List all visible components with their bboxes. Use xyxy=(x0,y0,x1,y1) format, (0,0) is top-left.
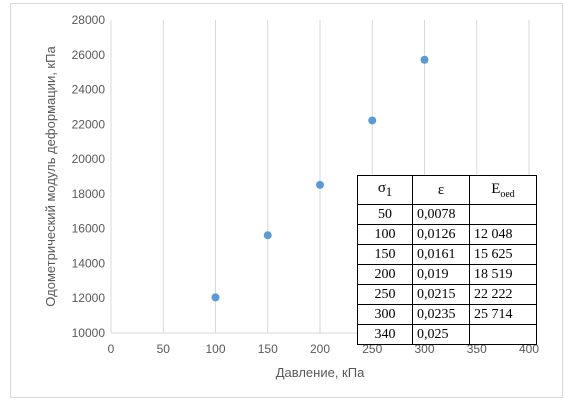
y-tick-label: 26000 xyxy=(72,48,106,62)
table-row: 300 0,0235 25 714 xyxy=(357,304,537,325)
y-tick-label: 24000 xyxy=(72,83,106,97)
x-tick-label: 250 xyxy=(362,342,382,356)
table-cell: 100 xyxy=(357,224,413,245)
table-cell: 200 xyxy=(357,264,413,285)
table-row: 150 0,0161 15 625 xyxy=(357,244,537,265)
table-cell: 340 xyxy=(357,324,413,345)
y-axis-title: Одометрический модуль деформации, кПа xyxy=(43,46,58,307)
x-tick-label: 150 xyxy=(258,342,278,356)
table-cell: 18 519 xyxy=(469,264,537,285)
data-point xyxy=(316,180,324,189)
table-cell: 300 xyxy=(357,304,413,325)
y-tick-label: 28000 xyxy=(72,13,106,27)
table-cell: 22 222 xyxy=(469,284,537,305)
y-tick-label: 12000 xyxy=(72,291,106,305)
data-point xyxy=(420,55,429,64)
y-tick-labels: 10000 12000 14000 16000 18000 20000 22000 24000… xyxy=(72,13,106,340)
table-cell xyxy=(469,204,537,225)
header-sigma: σ1 xyxy=(357,175,413,205)
table-row: 340 0,025 xyxy=(357,324,537,345)
table-body: 50 0,0078 100 0,0126 12 048 150 0,0161 15 625 20… xyxy=(357,204,537,345)
table-cell: 50 xyxy=(357,204,413,225)
x-tick-label: 0 xyxy=(108,342,115,356)
table-cell: 150 xyxy=(357,244,413,265)
data-point xyxy=(211,293,220,302)
data-point xyxy=(263,231,272,240)
table-cell xyxy=(469,324,537,345)
scatter-chart: 0 50 100 150 200 250 300 350 400 100001200014000… xyxy=(43,13,540,380)
table-header-row: σ1 ε Eoed xyxy=(357,175,537,205)
table-cell: 0,025 xyxy=(412,324,470,345)
table-row: 50 0,0078 xyxy=(357,204,537,225)
table-row: 200 0,019 18 519 xyxy=(357,264,537,285)
header-epsilon: ε xyxy=(412,175,470,205)
data-point xyxy=(368,116,377,125)
table-cell: 0,0161 xyxy=(412,244,470,265)
header-e-oed: Eoed xyxy=(469,175,537,205)
table-cell: 25 714 xyxy=(469,304,537,325)
y-tick-label: 14000 xyxy=(72,256,106,270)
table-cell: 0,0235 xyxy=(412,304,470,325)
table-cell: 0,0126 xyxy=(412,224,470,245)
table-row: 250 0,0215 22 222 xyxy=(357,284,537,305)
x-axis-title: Давление, кПа xyxy=(276,365,365,380)
data-table: σ1 ε Eoed 50 0,0078 100 0,0126 12 048 150 0,01… xyxy=(357,175,537,345)
y-tick-label: 20000 xyxy=(72,152,106,166)
table-cell: 250 xyxy=(357,284,413,305)
x-tick-label: 350 xyxy=(467,342,487,356)
table-row: 100 0,0126 12 048 xyxy=(357,224,537,245)
x-tick-label: 100 xyxy=(205,342,225,356)
x-tick-label: 200 xyxy=(310,342,330,356)
table-cell: 0,0078 xyxy=(412,204,470,225)
table-cell: 12 048 xyxy=(469,224,537,245)
x-tick-label: 400 xyxy=(519,342,539,356)
y-tick-label: 10000 xyxy=(72,326,106,340)
y-tick-label: 16000 xyxy=(72,222,106,236)
y-tick-label: 22000 xyxy=(72,117,106,131)
y-tick-label: 18000 xyxy=(72,187,106,201)
table-cell: 0,0215 xyxy=(412,284,470,305)
data-points xyxy=(211,55,429,302)
x-tick-label: 300 xyxy=(414,342,434,356)
chart-frame: 0 50 100 150 200 250 300 350 400 10000 12000 14000… xyxy=(10,3,563,398)
table-cell: 15 625 xyxy=(469,244,537,265)
table-cell: 0,019 xyxy=(412,264,470,285)
x-tick-labels: 0 50 100 150 200 250 300 350 400 xyxy=(108,342,540,356)
x-tick-label: 50 xyxy=(157,342,171,356)
